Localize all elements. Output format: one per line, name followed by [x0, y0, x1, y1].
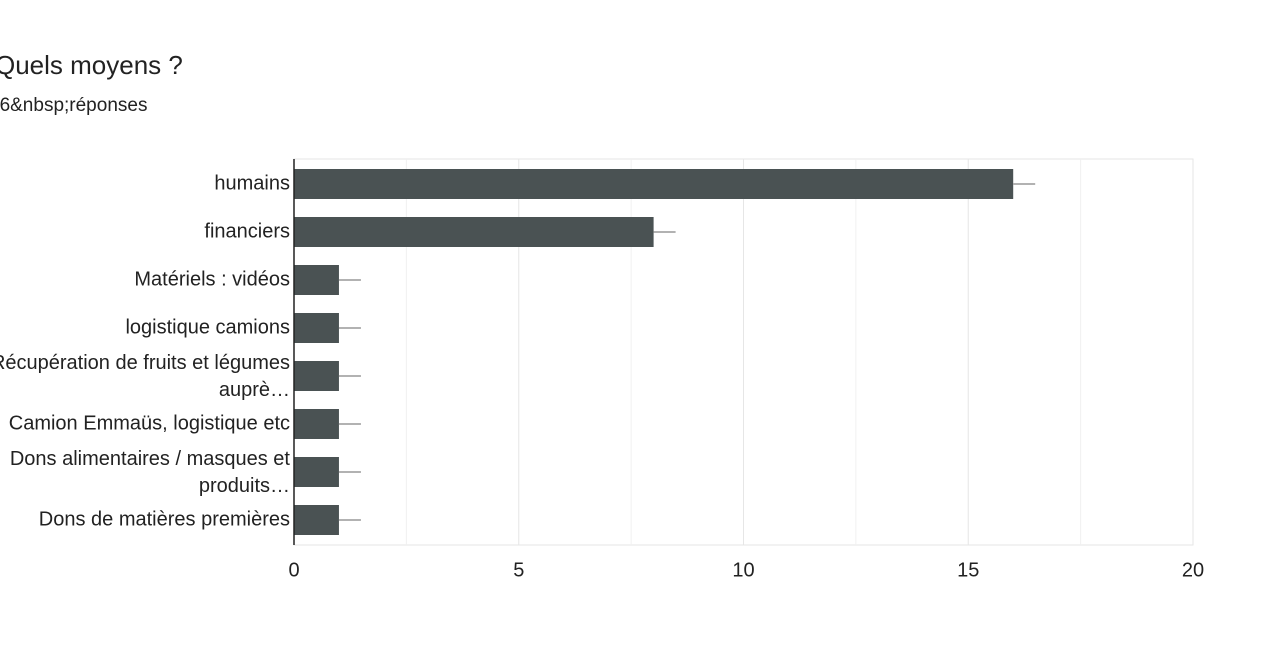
bar: [294, 313, 339, 343]
y-tick-label: Récupération de fruits et légumes auprè…: [0, 352, 290, 401]
y-tick-label: Matériels : vidéos: [134, 268, 290, 290]
x-tick-label: 5: [513, 559, 524, 581]
y-tick-label: logistique camions: [125, 316, 290, 338]
bar: [294, 457, 339, 487]
x-tick-label: 0: [288, 559, 299, 581]
y-tick-label: financiers: [204, 220, 290, 242]
x-tick-label: 15: [957, 559, 979, 581]
bar: [294, 217, 654, 247]
y-tick-label: Camion Emmaüs, logistique etc: [9, 412, 290, 434]
y-tick-label: humains: [214, 172, 290, 194]
x-tick-label: 20: [1182, 559, 1204, 581]
bar: [294, 361, 339, 391]
chart-subtitle: 16&nbsp;réponses: [0, 95, 147, 116]
bar: [294, 265, 339, 295]
bar: [294, 505, 339, 535]
bar: [294, 169, 1014, 199]
chart-title: Quels moyens ?: [0, 50, 183, 80]
bar: [294, 409, 339, 439]
y-tick-label: Dons de matières premières: [39, 508, 290, 530]
y-tick-label: Dons alimentaires / masques et produits…: [10, 448, 291, 497]
x-tick-label: 10: [732, 559, 754, 581]
